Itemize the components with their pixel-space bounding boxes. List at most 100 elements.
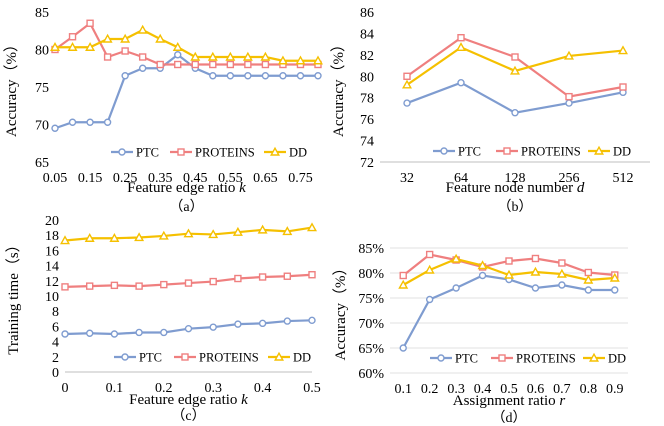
data-point [103,53,112,61]
data-point [257,224,268,234]
data-point [399,344,407,352]
x-tick-label: 64 [454,171,468,186]
data-point [209,277,217,286]
x-tick-label: 128 [505,171,526,186]
chart-d: 60% 65% 70% 75% 80% 85% 0.1 0.2 0.3 0.4 0.5 0.6 0.7 0… [332,242,628,426]
data-point [172,42,183,51]
data-point [156,60,164,69]
data-point [283,272,291,280]
data-point [425,250,434,259]
data-point [209,323,217,331]
data-point [135,282,143,290]
data-point [234,274,242,283]
legend-marker [181,353,189,361]
data-point [283,317,291,325]
data-point [564,50,574,60]
y-tick-label: 0 [52,366,59,381]
y-tick-label: 75 [35,81,49,96]
data-point [86,19,94,27]
series-dd [60,222,317,245]
data-point [244,72,252,80]
data-point [457,34,465,42]
data-point [155,33,166,43]
y-tick-label: 14 [45,260,59,275]
y-tick-label: 65% [358,342,384,357]
data-point [505,257,513,265]
data-point [174,60,182,69]
x-tick-label: 0.3 [447,382,465,397]
data-point [242,51,253,61]
data-point [530,266,541,276]
legend-label: PROTEINS [199,351,259,365]
data-point [174,51,182,59]
x-tick-label: 0.4 [254,381,272,396]
data-point [282,226,293,236]
legend-label: PTC [458,145,481,159]
x-axis-variable: d [577,180,585,196]
data-point [234,320,242,328]
data-point [314,72,322,80]
data-point [138,64,147,72]
x-axis-variable: k [239,180,246,196]
data-point [308,316,316,325]
legend-marker [589,352,599,362]
data-point [226,72,235,80]
series-ptc [403,79,627,117]
x-tick-label: 0.5 [303,381,321,396]
legend-marker [503,147,511,155]
data-point [609,272,620,282]
data-point [183,228,194,238]
data-point [50,42,60,51]
x-tick-label: 0 [62,381,69,396]
legend-marker [440,147,448,155]
data-point [451,253,462,263]
x-tick-label: 0.25 [113,171,138,186]
x-tick-label: 0.3 [204,381,222,396]
data-point [258,319,267,328]
data-point [456,42,466,52]
x-tick-label: 0.45 [183,171,208,186]
legend-label: DD [608,352,626,366]
series-ptc [61,316,316,338]
legend-marker [594,145,604,155]
y-tick-label: 2 [52,351,59,366]
data-point [109,233,120,242]
data-point [308,271,316,279]
data-point [184,324,193,333]
y-axis-label: Accuracy（%） [3,37,20,137]
data-point [158,230,169,240]
data-point [86,118,94,126]
x-tick-label: 0.2 [421,382,439,397]
data-point [511,109,519,117]
y-tick-label: 72 [360,156,374,171]
data-point [403,99,411,107]
data-point [399,271,407,280]
series-line [54,21,318,66]
y-tick-label: 65 [35,156,49,171]
x-tick-label: 32 [400,171,414,186]
data-point [207,51,218,61]
data-point [510,65,520,75]
data-point [313,55,323,65]
data-point [296,72,305,80]
x-tick-label: 0.7 [553,382,571,397]
data-point [135,328,143,337]
legend-label: PTC [455,352,478,366]
data-point [618,45,628,55]
data-point [160,328,168,337]
series-proteins [403,34,627,101]
legend-label: DD [293,351,311,365]
data-point [84,233,95,242]
x-tick-label: 0.4 [474,382,492,397]
data-point [511,53,519,61]
legend-marker [270,146,280,156]
x-tick-label: 0.1 [106,381,124,396]
data-point [209,60,217,69]
x-tick-label: 0.35 [148,171,173,186]
series-ptc [51,51,322,132]
y-tick-label: 4 [52,336,59,351]
x-tick-label: 0.6 [527,382,545,397]
y-tick-label: 16 [45,244,59,259]
data-point [85,329,94,337]
